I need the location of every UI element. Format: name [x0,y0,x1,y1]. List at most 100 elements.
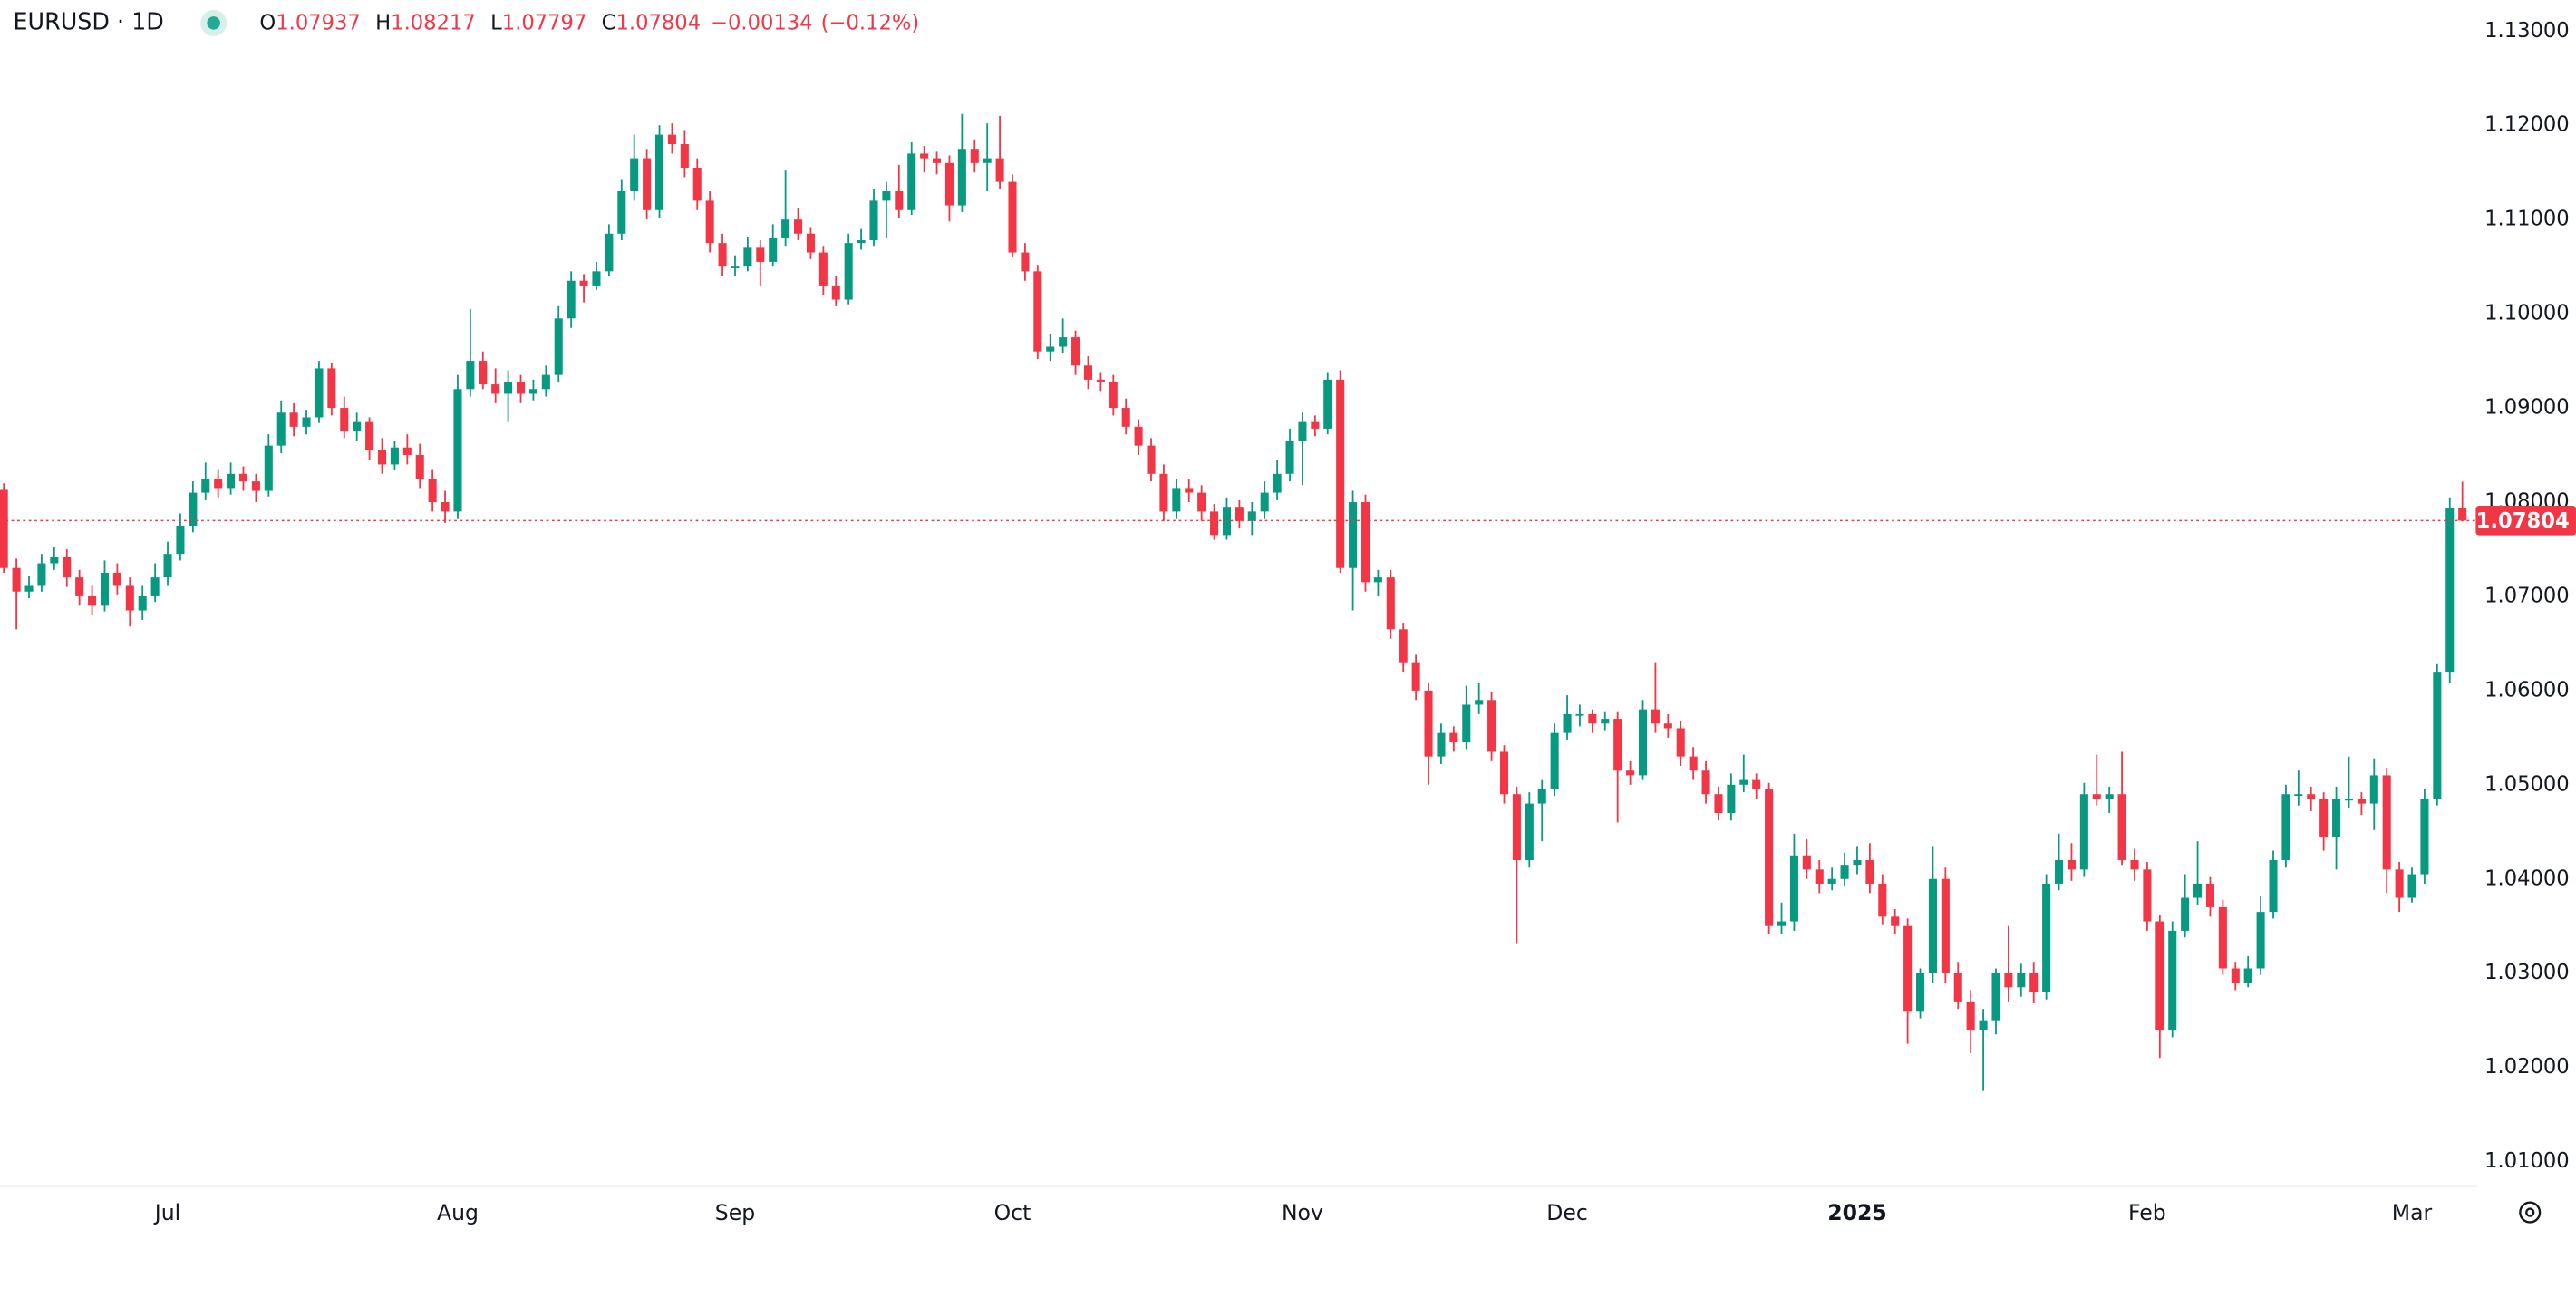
symbol-label[interactable]: EURUSD · 1D [14,7,164,34]
candle-body [1071,337,1080,366]
candle-body [554,318,563,375]
candle-body [2130,859,2139,870]
candle-body [2055,859,2064,884]
candle-body [1512,794,1521,860]
y-tick-label: 1.13000 [2484,19,2570,43]
y-tick-label: 1.10000 [2484,302,2570,325]
ohlc-readout: O1.07937 H1.08217 L1.07797 C1.07804 −0.00134… [259,11,919,34]
candle-body [88,595,97,606]
candle-body [12,567,21,592]
settings-gear[interactable] [2519,1201,2542,1224]
x-tick-label: Nov [1282,1200,1323,1225]
candle-body [1714,794,1723,814]
candle-body [995,158,1004,182]
candle-body [794,219,803,234]
candle-body [453,389,462,512]
candle-body [2357,799,2366,804]
candle-body [1991,973,2000,1021]
x-tick-label: 2025 [1827,1200,1887,1225]
change-percent: (−0.12%) [821,11,920,34]
candle-body [1588,713,1597,724]
candle-body [214,479,223,489]
candle-body [1727,784,1736,814]
candle-body [933,158,942,163]
candle-body [1399,629,1408,663]
candle-body [756,247,765,262]
candle-body [1349,501,1358,568]
candle-body [402,447,412,456]
candle-body [1449,732,1458,743]
candle-body [2307,794,2316,799]
candle-body [2067,859,2076,870]
candle-body [1336,379,1345,568]
candle-body [1941,878,1950,973]
ohlc-key: L [490,11,502,34]
candle-body [1638,709,1648,776]
candle-body [1575,713,1584,716]
candle-body [1373,577,1382,583]
candle-body [415,455,424,479]
status-dot [207,16,220,30]
y-tick-label: 1.12000 [2484,113,2570,137]
candle-body [176,525,185,555]
candle-body [2231,968,2240,983]
candle-body [605,233,614,272]
ohlc-key: H [375,11,391,34]
candle-body [1865,859,1874,884]
candle-body [2168,930,2177,1031]
settings-hub[interactable] [2525,1207,2535,1217]
candle-body [2205,883,2214,907]
candle-body [2407,874,2416,898]
candle-body [340,408,349,432]
candle-body [1827,878,1836,884]
candle-body [302,417,311,427]
candle-body [1979,1020,1988,1031]
settings-icon[interactable] [2519,1201,2542,1224]
candle-body [2029,973,2039,992]
candle-body [2332,799,2341,837]
candle-body [2004,973,2013,988]
candle-body [1651,709,1660,724]
y-tick-label: 1.01000 [2484,1149,2570,1173]
candle-body [2420,799,2429,875]
y-tick-label: 1.07000 [2484,584,2570,607]
candle-body [920,153,929,159]
candle-body [1563,713,1572,733]
candle-body [1928,878,1937,973]
candle-body [1689,756,1698,771]
candle-body [37,563,46,586]
candle-body [112,572,121,586]
x-tick-label: Dec [1546,1200,1588,1225]
candle-body [1815,869,1824,884]
candle-body [441,501,450,512]
candle-body [189,492,198,526]
candle-body [1033,271,1042,352]
candle-body [479,361,488,385]
candle-body [63,557,72,578]
candle-body [1537,789,1546,804]
candle-body [1475,700,1484,705]
candle-body [2092,794,2101,799]
candle-body [353,421,362,432]
candle-body [1386,577,1395,630]
candle-body [567,280,576,319]
candle-body [743,247,752,267]
candle-body [844,243,853,300]
candle-body [1701,770,1710,795]
candle-body [1663,723,1672,729]
candle-body [1550,732,1559,790]
candle-body [1260,492,1269,512]
candle-body [654,134,664,210]
x-tick-label: Jul [153,1200,180,1225]
candle-body [643,158,652,210]
candle-body [24,585,34,592]
candle-body [1021,252,1030,272]
candle-body [882,190,891,201]
candle-body [1172,488,1181,512]
last-price-label: 1.07804 [2476,509,2570,533]
candle-body [2117,794,2126,860]
x-tick-label: Aug [437,1200,479,1225]
x-tick-label: Sep [715,1200,755,1225]
